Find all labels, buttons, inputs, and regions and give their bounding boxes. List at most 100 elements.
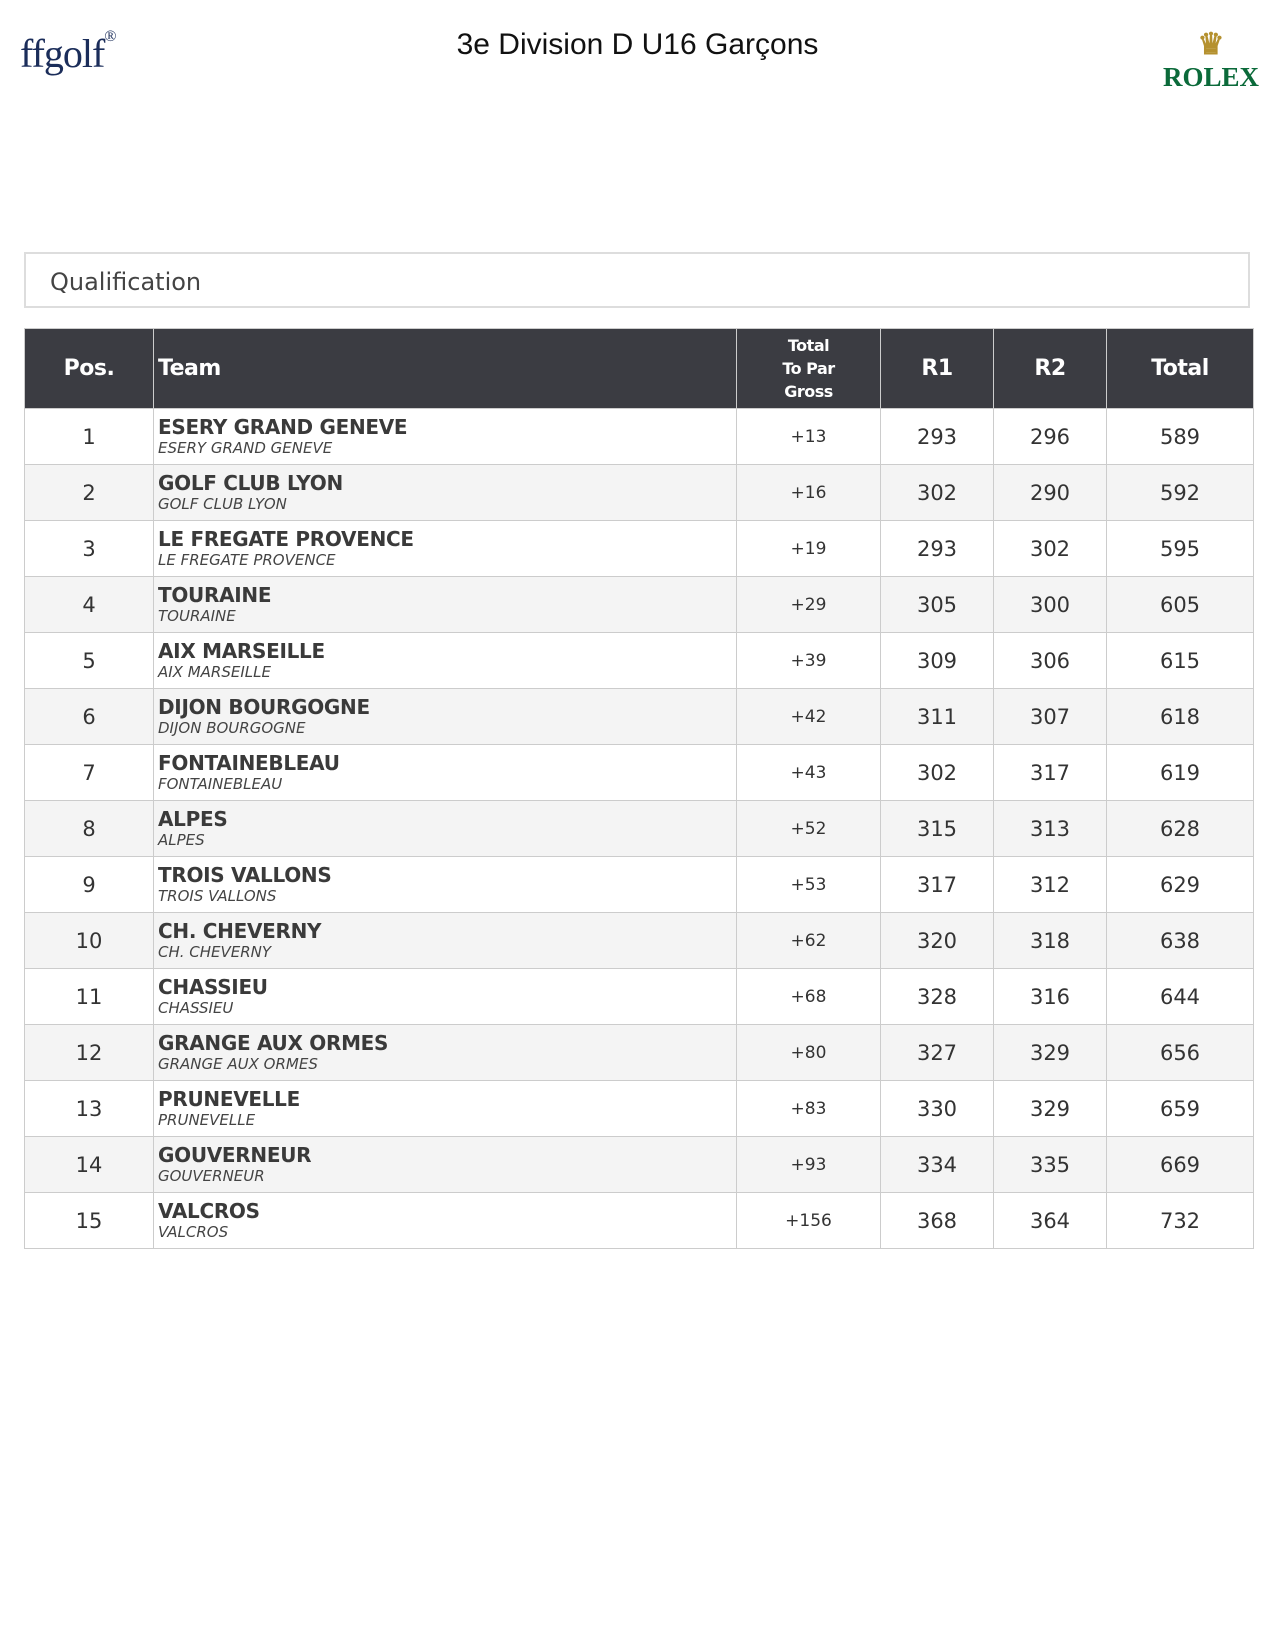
r1-cell: 368 [880, 1192, 994, 1249]
pos-cell: 7 [24, 744, 154, 801]
team-name: GOLF CLUB LYON [158, 470, 343, 495]
total-cell: 592 [1106, 464, 1254, 521]
team-name: CHASSIEU [158, 974, 268, 999]
pos-cell: 14 [24, 1136, 154, 1193]
total-cell: 669 [1106, 1136, 1254, 1193]
rolex-logo: ♛ ROLEX [1162, 28, 1259, 92]
club-name: ALPES [158, 830, 205, 849]
r1-cell: 302 [880, 464, 994, 521]
team-cell: CHASSIEU CHASSIEU [153, 968, 737, 1025]
table-row: 7 FONTAINEBLEAU FONTAINEBLEAU +43 302 317… [24, 744, 1254, 801]
pos-cell: 5 [24, 632, 154, 689]
total-cell: 615 [1106, 632, 1254, 689]
team-name: AIX MARSEILLE [158, 638, 325, 663]
r1-cell: 315 [880, 800, 994, 857]
pos-cell: 9 [24, 856, 154, 913]
pos-cell: 11 [24, 968, 154, 1025]
r2-cell: 364 [993, 1192, 1107, 1249]
r2-cell: 313 [993, 800, 1107, 857]
total-cell: 629 [1106, 856, 1254, 913]
club-name: TOURAINE [158, 606, 236, 625]
total-cell: 618 [1106, 688, 1254, 745]
team-name: GRANGE AUX ORMES [158, 1030, 389, 1055]
results-table: Pos. Team Total To Par Gross R1 R2 Total 1… [24, 328, 1254, 1249]
club-name: CHASSIEU [158, 998, 234, 1017]
topar-cell: +43 [736, 744, 881, 801]
team-name: CH. CHEVERNY [158, 918, 322, 943]
pos-cell: 6 [24, 688, 154, 745]
ffgolf-logo: ffgolf® [20, 28, 117, 76]
table-row: 9 TROIS VALLONS TROIS VALLONS +53 317 312… [24, 856, 1254, 913]
table-row: 8 ALPES ALPES +52 315 313 628 [24, 800, 1254, 857]
pos-cell: 4 [24, 576, 154, 633]
total-cell: 619 [1106, 744, 1254, 801]
r2-cell: 306 [993, 632, 1107, 689]
topar-cell: +53 [736, 856, 881, 913]
club-name: AIX MARSEILLE [158, 662, 271, 681]
registered-icon: ® [104, 28, 116, 45]
team-cell: DIJON BOURGOGNE DIJON BOURGOGNE [153, 688, 737, 745]
total-cell: 595 [1106, 520, 1254, 577]
table-row: 1 ESERY GRAND GENEVE ESERY GRAND GENEVE +… [24, 408, 1254, 465]
team-cell: CH. CHEVERNY CH. CHEVERNY [153, 912, 737, 969]
team-cell: ALPES ALPES [153, 800, 737, 857]
r2-cell: 312 [993, 856, 1107, 913]
team-cell: GOUVERNEUR GOUVERNEUR [153, 1136, 737, 1193]
club-name: CH. CHEVERNY [158, 942, 272, 961]
r1-cell: 317 [880, 856, 994, 913]
team-cell: TROIS VALLONS TROIS VALLONS [153, 856, 737, 913]
topar-cell: +156 [736, 1192, 881, 1249]
pos-cell: 12 [24, 1024, 154, 1081]
r1-cell: 320 [880, 912, 994, 969]
r2-cell: 300 [993, 576, 1107, 633]
r2-cell: 316 [993, 968, 1107, 1025]
pos-cell: 13 [24, 1080, 154, 1137]
topar-cell: +93 [736, 1136, 881, 1193]
total-cell: 605 [1106, 576, 1254, 633]
r2-cell: 296 [993, 408, 1107, 465]
pos-cell: 10 [24, 912, 154, 969]
table-row: 5 AIX MARSEILLE AIX MARSEILLE +39 309 306… [24, 632, 1254, 689]
club-name: FONTAINEBLEAU [158, 774, 283, 793]
table-row: 6 DIJON BOURGOGNE DIJON BOURGOGNE +42 311… [24, 688, 1254, 745]
total-cell: 589 [1106, 408, 1254, 465]
total-cell: 628 [1106, 800, 1254, 857]
team-cell: TOURAINE TOURAINE [153, 576, 737, 633]
r2-cell: 335 [993, 1136, 1107, 1193]
section-header: Qualification [24, 252, 1250, 308]
total-cell: 656 [1106, 1024, 1254, 1081]
team-name: PRUNEVELLE [158, 1086, 300, 1111]
col-r2: R2 [993, 328, 1107, 409]
r1-cell: 334 [880, 1136, 994, 1193]
col-r1: R1 [880, 328, 994, 409]
r1-cell: 311 [880, 688, 994, 745]
total-cell: 644 [1106, 968, 1254, 1025]
club-name: LE FREGATE PROVENCE [158, 550, 336, 569]
r2-cell: 317 [993, 744, 1107, 801]
team-cell: FONTAINEBLEAU FONTAINEBLEAU [153, 744, 737, 801]
page-title: 3e Division D U16 Garçons [456, 28, 819, 61]
table-row: 2 GOLF CLUB LYON GOLF CLUB LYON +16 302 2… [24, 464, 1254, 521]
topar-cell: +80 [736, 1024, 881, 1081]
topar-cell: +19 [736, 520, 881, 577]
pos-cell: 2 [24, 464, 154, 521]
r1-cell: 305 [880, 576, 994, 633]
pos-cell: 3 [24, 520, 154, 577]
team-name: TROIS VALLONS [158, 862, 332, 887]
total-cell: 659 [1106, 1080, 1254, 1137]
table-row: 3 LE FREGATE PROVENCE LE FREGATE PROVENCE… [24, 520, 1254, 577]
table-row: 14 GOUVERNEUR GOUVERNEUR +93 334 335 669 [24, 1136, 1254, 1193]
r1-cell: 293 [880, 520, 994, 577]
table-row: 11 CHASSIEU CHASSIEU +68 328 316 644 [24, 968, 1254, 1025]
pos-cell: 8 [24, 800, 154, 857]
topar-cell: +68 [736, 968, 881, 1025]
club-name: PRUNEVELLE [158, 1110, 256, 1129]
table-row: 15 VALCROS VALCROS +156 368 364 732 [24, 1192, 1254, 1249]
topar-cell: +29 [736, 576, 881, 633]
r2-cell: 290 [993, 464, 1107, 521]
team-name: TOURAINE [158, 582, 272, 607]
r1-cell: 327 [880, 1024, 994, 1081]
topar-cell: +16 [736, 464, 881, 521]
club-name: VALCROS [158, 1222, 229, 1241]
table-row: 10 CH. CHEVERNY CH. CHEVERNY +62 320 318 … [24, 912, 1254, 969]
